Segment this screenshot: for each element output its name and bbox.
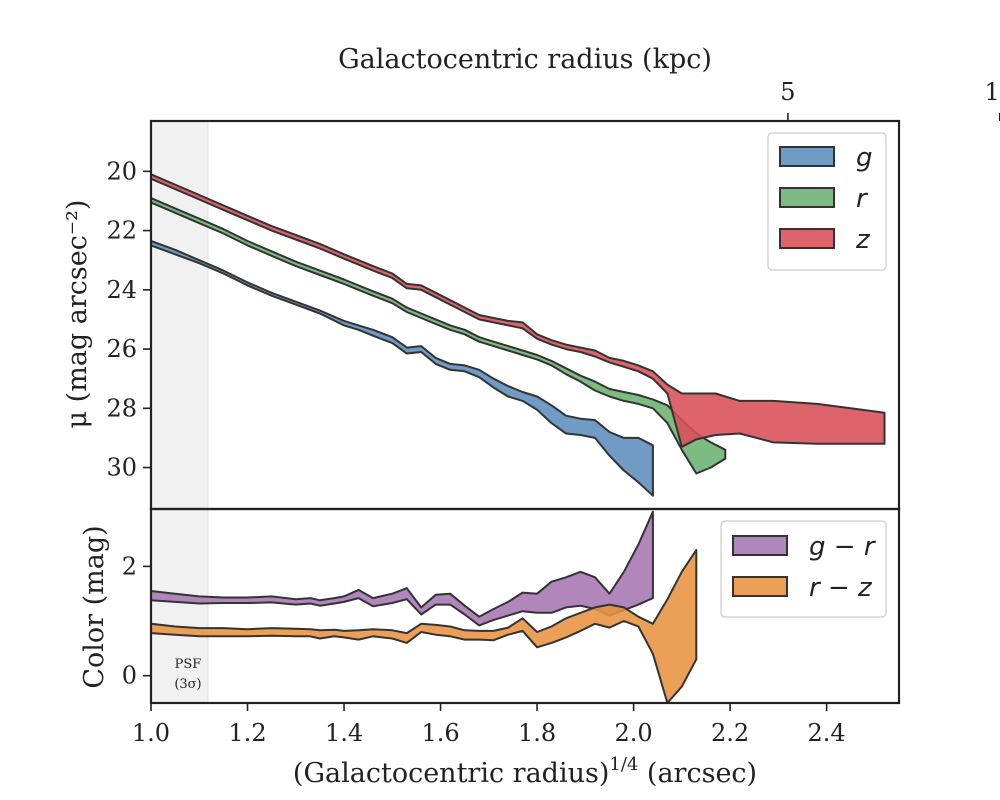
- legend-label-g-r: g − r: [809, 532, 877, 562]
- main-legend: grz: [767, 132, 887, 271]
- surface-brightness-bands: [151, 173, 886, 497]
- main-y-axis-label: μ (mag arcsec⁻²): [62, 200, 93, 429]
- color-y-tick-label: 2: [122, 552, 137, 580]
- top-x-tick-label: 5: [780, 78, 795, 106]
- legend-swatch-g: [779, 146, 835, 167]
- bottom-x-tick-label: 1.0: [132, 719, 170, 747]
- top-axis-title: Galactocentric radius (kpc): [338, 44, 712, 75]
- color-panel-frame: [149, 507, 901, 705]
- bottom-x-tick-label: 1.6: [421, 719, 459, 747]
- plot-layer: 20222426283051020305075100150021.01.21.4…: [106, 78, 1000, 747]
- legend-label-r: r: [856, 184, 869, 214]
- bottom-x-tick-label: 1.8: [518, 719, 556, 747]
- bottom-x-axis-label: (Galactocentric radius)1/4 (arcsec): [293, 754, 757, 789]
- color-legend: g − r r − z: [720, 520, 887, 618]
- main-y-tick-label: 30: [106, 454, 137, 482]
- psf-label-sigma: (3σ): [174, 677, 201, 692]
- band-r: [151, 197, 727, 475]
- legend-label-r-z: r − z: [809, 573, 873, 603]
- bottom-x-tick-label: 1.2: [228, 719, 266, 747]
- band-g-r: [151, 510, 654, 627]
- legend-swatch-g-r: [732, 535, 788, 556]
- color-bands: [151, 510, 698, 703]
- bottom-x-tick-label: 2.4: [808, 719, 846, 747]
- legend-swatch-r-z: [732, 576, 788, 597]
- color-y-axis-label: Color (mag): [79, 525, 110, 688]
- bottom-x-tick-label: 2.2: [711, 719, 749, 747]
- main-y-tick-label: 22: [106, 217, 137, 245]
- top-x-tick-label: 10: [984, 78, 1000, 106]
- legend-swatch-r: [779, 187, 835, 208]
- main-y-tick-label: 20: [106, 157, 137, 185]
- main-y-tick-label: 24: [106, 276, 137, 304]
- bottom-x-tick-label: 1.4: [325, 719, 363, 747]
- bottom-x-tick-label: 2.0: [614, 719, 652, 747]
- legend-swatch-z: [779, 228, 835, 249]
- main-y-tick-label: 26: [106, 335, 137, 363]
- band-g: [151, 240, 654, 497]
- color-y-tick-label: 0: [122, 662, 137, 690]
- band-z: [151, 173, 886, 448]
- psf-region: [151, 509, 208, 703]
- legend-label-g: g: [856, 143, 873, 173]
- band-r-z: [151, 549, 698, 703]
- main-y-tick-label: 28: [106, 394, 137, 422]
- psf-label: PSF: [175, 657, 202, 672]
- legend-label-z: z: [855, 225, 871, 255]
